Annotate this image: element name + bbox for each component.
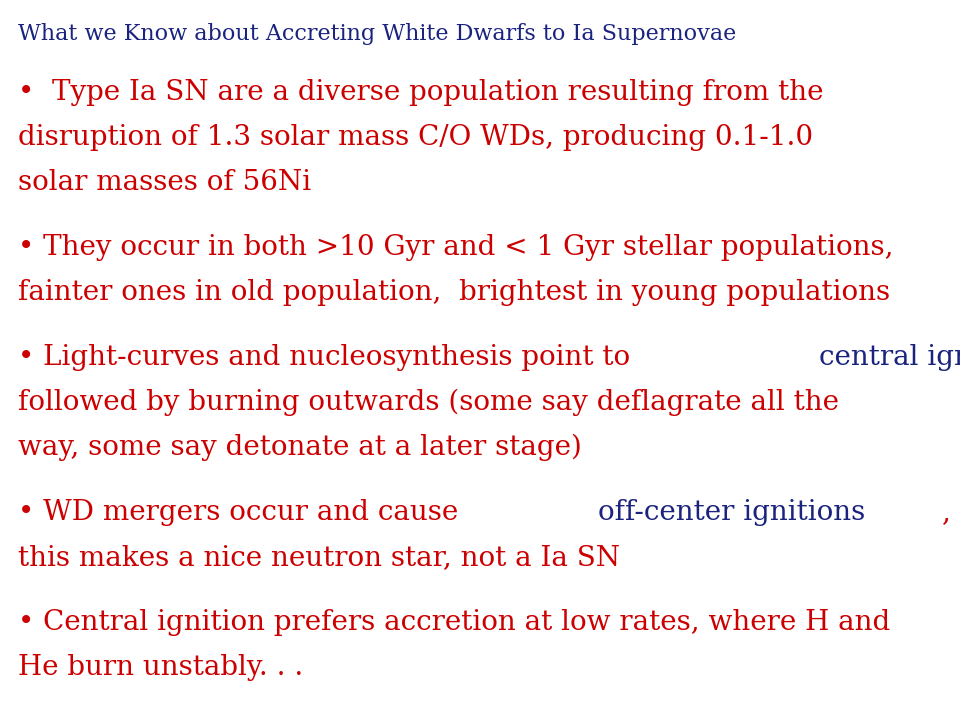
Text: •  Type Ia SN are a diverse population resulting from the: • Type Ia SN are a diverse population re…	[18, 79, 824, 106]
Text: What we Know about Accreting White Dwarfs to Ia Supernovae: What we Know about Accreting White Dwarf…	[18, 23, 736, 45]
Text: followed by burning outwards (some say deflagrate all the: followed by burning outwards (some say d…	[18, 389, 839, 416]
Text: fainter ones in old population,  brightest in young populations: fainter ones in old population, brightes…	[18, 279, 890, 306]
Text: He burn unstably. . .: He burn unstably. . .	[18, 654, 303, 681]
Text: ,  most feel: , most feel	[943, 499, 960, 526]
Text: • WD mergers occur and cause: • WD mergers occur and cause	[18, 499, 468, 526]
Text: central ignitions: central ignitions	[819, 344, 960, 371]
Text: • Central ignition prefers accretion at low rates, where H and: • Central ignition prefers accretion at …	[18, 609, 890, 636]
Text: • Light-curves and nucleosynthesis point to: • Light-curves and nucleosynthesis point…	[18, 344, 639, 371]
Text: off-center ignitions: off-center ignitions	[597, 499, 865, 526]
Text: disruption of 1.3 solar mass C/O WDs, producing 0.1-1.0: disruption of 1.3 solar mass C/O WDs, pr…	[18, 124, 813, 151]
Text: way, some say detonate at a later stage): way, some say detonate at a later stage)	[18, 433, 582, 461]
Text: solar masses of 56Ni: solar masses of 56Ni	[18, 169, 311, 196]
Text: this makes a nice neutron star, not a Ia SN: this makes a nice neutron star, not a Ia…	[18, 544, 620, 571]
Text: • They occur in both >10 Gyr and < 1 Gyr stellar populations,: • They occur in both >10 Gyr and < 1 Gyr…	[18, 234, 894, 261]
